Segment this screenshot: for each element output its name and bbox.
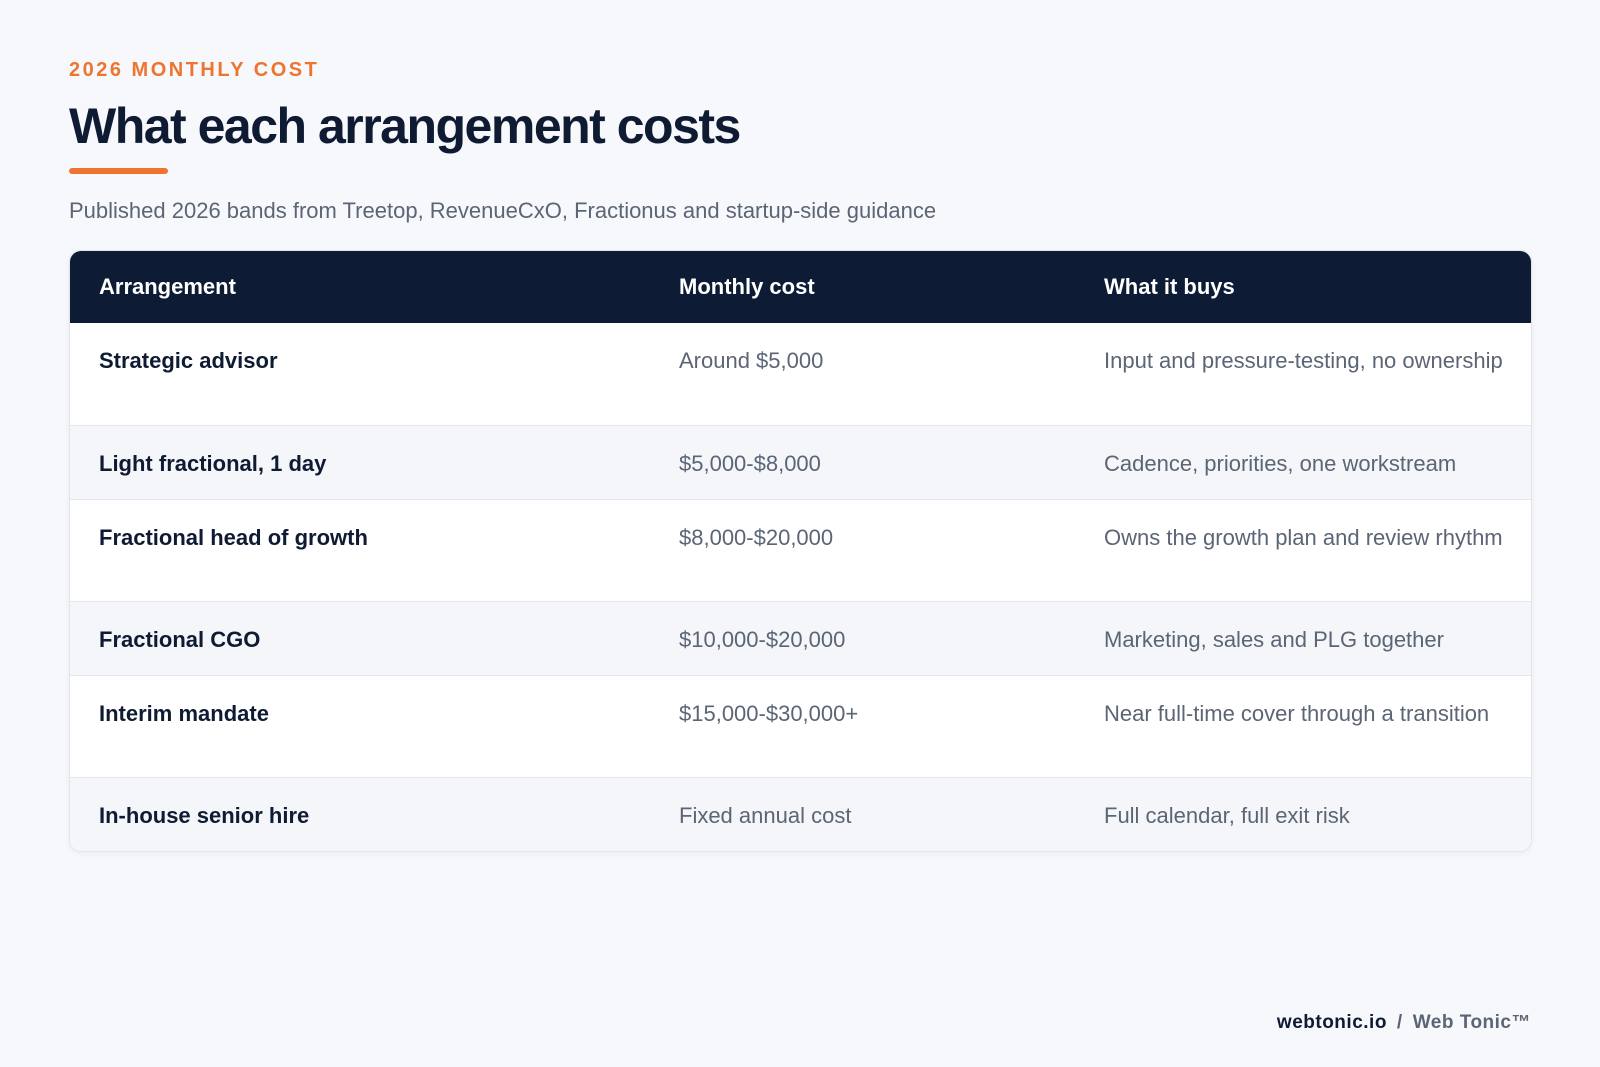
cell-buys: Full calendar, full exit risk <box>1104 803 1350 828</box>
cell-cost: $5,000-$8,000 <box>679 451 821 476</box>
cell-buys: Cadence, priorities, one workstream <box>1104 451 1457 476</box>
cost-table: Arrangement Monthly cost What it buys St… <box>69 250 1532 852</box>
table-row: Interim mandate $15,000-$30,000+ Near fu… <box>70 675 1531 777</box>
footer-domain[interactable]: webtonic.io <box>1276 1012 1387 1033</box>
table-row: Light fractional, 1 day $5,000-$8,000 Ca… <box>70 425 1531 499</box>
table-body: Strategic advisor Around $5,000 Input an… <box>70 323 1531 851</box>
subtitle: Published 2026 bands from Treetop, Reven… <box>69 198 937 223</box>
table-row: In-house senior hire Fixed annual cost F… <box>70 777 1531 851</box>
header-monthly-cost: Monthly cost <box>679 274 815 299</box>
table-row: Fractional head of growth $8,000-$20,000… <box>70 499 1531 601</box>
cell-arrangement: In-house senior hire <box>99 803 310 828</box>
cell-cost: $8,000-$20,000 <box>679 525 834 550</box>
table-row: Fractional CGO $10,000-$20,000 Marketing… <box>70 601 1531 675</box>
cell-cost: $10,000-$20,000 <box>679 627 846 652</box>
header-what-it-buys: What it buys <box>1104 274 1235 299</box>
footer-separator: / <box>1396 1012 1403 1033</box>
header-arrangement: Arrangement <box>99 274 236 299</box>
cell-cost: $15,000-$30,000+ <box>679 701 859 726</box>
cell-arrangement: Fractional CGO <box>99 627 261 652</box>
cell-buys: Near full-time cover through a transitio… <box>1104 701 1490 726</box>
cell-buys: Input and pressure-testing, no ownership <box>1104 348 1503 373</box>
cell-cost: Around $5,000 <box>679 348 824 373</box>
title-underline <box>69 168 168 174</box>
footer-brand: Web Tonic™ <box>1412 1012 1531 1033</box>
cell-buys: Marketing, sales and PLG together <box>1104 627 1444 652</box>
cell-buys: Owns the growth plan and review rhythm <box>1104 525 1503 550</box>
page-title: What each arrangement costs <box>69 98 741 154</box>
cell-arrangement: Strategic advisor <box>99 348 278 373</box>
cell-arrangement: Light fractional, 1 day <box>99 451 327 476</box>
cell-arrangement: Interim mandate <box>99 701 269 726</box>
footer-credit: webtonic.io / Web Tonic™ <box>1277 1012 1531 1034</box>
table-row: Strategic advisor Around $5,000 Input an… <box>70 323 1531 425</box>
content: 2026 MONTHLY COST What each arrangement … <box>69 58 1532 852</box>
cell-cost: Fixed annual cost <box>679 803 852 828</box>
eyebrow-label: 2026 MONTHLY COST <box>69 59 320 81</box>
cell-arrangement: Fractional head of growth <box>99 525 368 550</box>
table-header: Arrangement Monthly cost What it buys <box>70 251 1531 323</box>
